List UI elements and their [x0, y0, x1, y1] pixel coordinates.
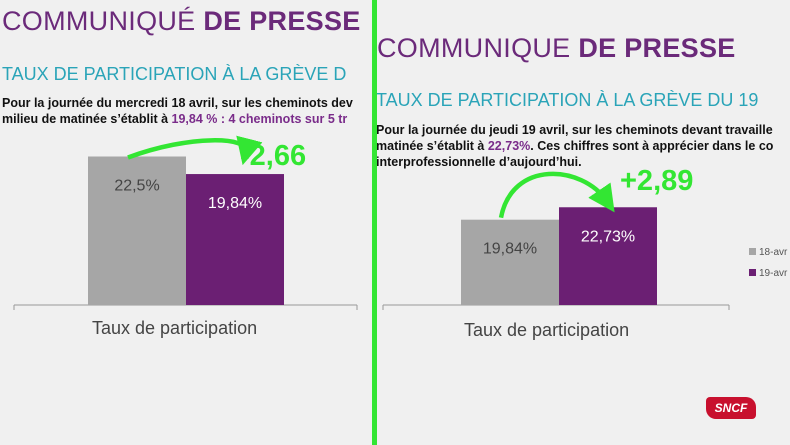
right-title-light: COMMUNIQUE	[377, 33, 571, 63]
left-slide: COMMUNIQUÉ DE PRESSE TAUX DE PARTICIPATI…	[0, 0, 372, 445]
left-title-bold: DE PRESSE	[203, 6, 361, 36]
legend-label-18-avr: 18-avr	[759, 247, 788, 258]
right-para-line2-prefix: matinée s’établit à	[377, 139, 488, 153]
right-bar-chart: 19,84% 22,73% +2,89	[382, 165, 730, 310]
right-page-title: COMMUNIQUE DE PRESSE	[377, 33, 736, 64]
right-para-line2: matinée s’établit à 22,73%. Ces chiffres…	[377, 138, 773, 154]
left-bar-2	[186, 174, 284, 305]
left-para-line1: Pour la journée du mercredi 18 avril, su…	[2, 96, 353, 110]
left-bar-1-data-label: 22,5%	[114, 178, 159, 195]
right-bar-1	[461, 219, 559, 305]
legend-swatch-gray	[749, 248, 756, 255]
left-title-light: COMMUNIQUÉ	[2, 6, 196, 36]
left-change-arrow	[127, 135, 263, 166]
legend-item-18-avr: 18-avr	[749, 247, 787, 258]
right-title-bold: DE PRESSE	[578, 33, 736, 63]
left-change-label: -2,66	[240, 140, 306, 172]
right-para-line2-suffix: . Ces chiffres sont à apprécier dans le …	[530, 139, 774, 153]
left-para-highlight: 19,84 % : 4 cheminots sur 5 tr	[171, 112, 348, 126]
right-change-label: +2,89	[620, 165, 693, 197]
right-para-line3: interprofessionnelle d’aujourd’hui.	[377, 155, 582, 169]
right-change-arrow	[498, 171, 615, 219]
left-subtitle: TAUX DE PARTICIPATION À LA GRÈVE D	[2, 64, 347, 84]
right-subtitle: TAUX DE PARTICIPATION À LA GRÈVE DU 19	[377, 90, 759, 110]
right-slide: COMMUNIQUE DE PRESSE TAUX DE PARTICIPATI…	[377, 0, 790, 445]
sncf-logo: SNCF	[706, 397, 756, 419]
legend-label-19-avr: 19-avr	[759, 268, 788, 279]
legend-item-19-avr: 19-avr	[749, 268, 787, 279]
right-para-highlight: 22,73%	[487, 139, 531, 153]
left-x-axis-label: Taux de participation	[92, 318, 258, 338]
right-x-axis-label: Taux de participation	[464, 320, 630, 340]
left-bar-1	[88, 156, 186, 305]
right-bar-2-data-label: 22,73%	[581, 228, 635, 245]
right-paragraph: Pour la journée du jeudi 19 avril, sur l…	[377, 122, 773, 170]
right-para-line1: Pour la journée du jeudi 19 avril, sur l…	[377, 123, 773, 137]
left-para-line2-prefix: milieu de matinée s’établit à	[2, 112, 172, 126]
right-bar-1-data-label: 19,84%	[483, 241, 537, 258]
left-paragraph: Pour la journée du mercredi 18 avril, su…	[2, 95, 353, 127]
left-page-title: COMMUNIQUÉ DE PRESSE	[2, 6, 361, 37]
left-bar-2-data-label: 19,84%	[208, 195, 262, 212]
left-para-line2: milieu de matinée s’établit à 19,84 % : …	[2, 111, 353, 127]
split-divider	[372, 0, 377, 445]
legend-swatch-purple	[749, 269, 756, 276]
left-bar-chart: 22,5% 19,84% -2,66	[13, 135, 358, 310]
right-bar-2	[559, 207, 657, 305]
